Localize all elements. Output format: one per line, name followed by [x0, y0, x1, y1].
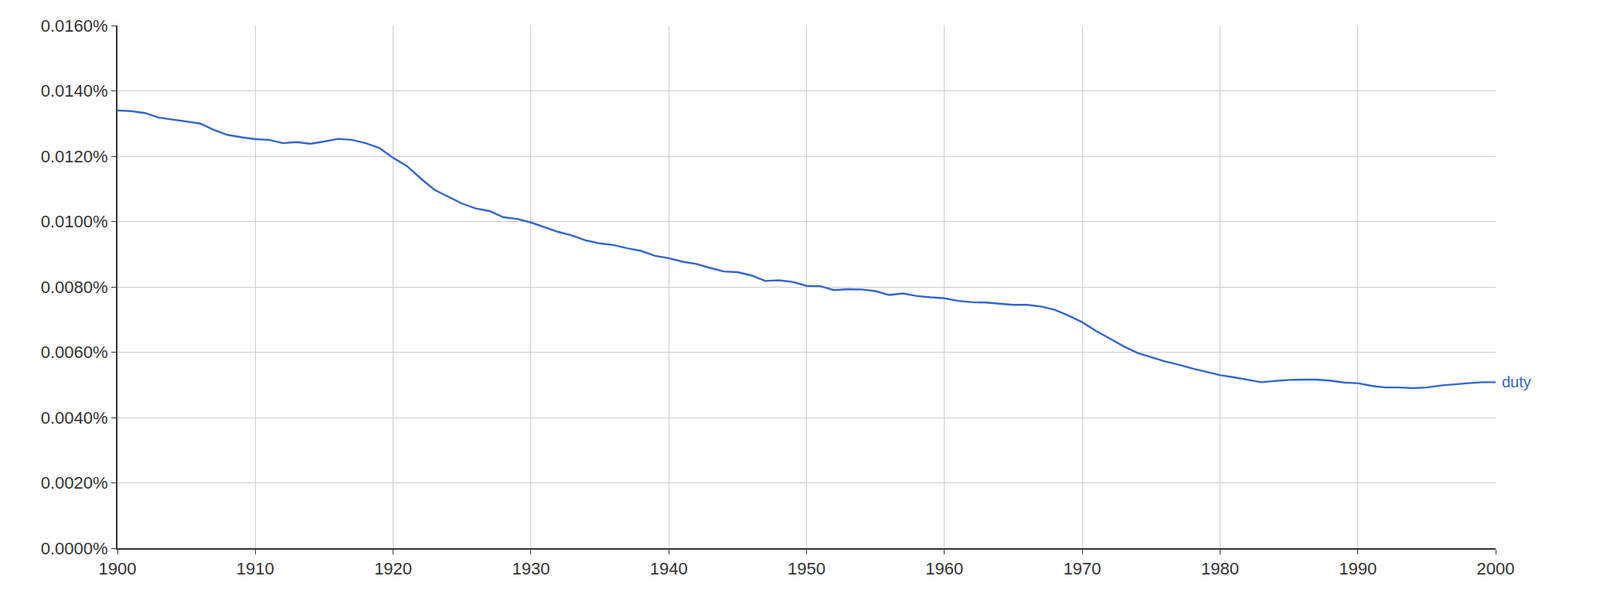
- svg-text:0.0020%: 0.0020%: [40, 473, 109, 493]
- svg-text:1950: 1950: [787, 558, 826, 579]
- svg-text:1920: 1920: [374, 558, 412, 579]
- svg-text:1910: 1910: [236, 558, 275, 579]
- svg-text:duty: duty: [1501, 373, 1532, 391]
- svg-text:0.0000%: 0.0000%: [40, 538, 109, 559]
- svg-text:0.0160%: 0.0160%: [40, 16, 109, 36]
- svg-text:1990: 1990: [1338, 558, 1377, 579]
- svg-text:1940: 1940: [650, 558, 688, 579]
- svg-text:0.0080%: 0.0080%: [40, 277, 109, 297]
- svg-text:1980: 1980: [1201, 558, 1240, 579]
- svg-text:0.0060%: 0.0060%: [40, 342, 109, 362]
- svg-text:0.0100%: 0.0100%: [40, 211, 109, 232]
- svg-text:0.0040%: 0.0040%: [40, 408, 109, 428]
- svg-text:0.0140%: 0.0140%: [40, 81, 109, 101]
- svg-text:1960: 1960: [925, 558, 964, 579]
- svg-text:2000: 2000: [1477, 558, 1515, 579]
- svg-text:0.0120%: 0.0120%: [40, 146, 109, 167]
- svg-text:1930: 1930: [511, 558, 550, 579]
- svg-text:1970: 1970: [1063, 558, 1102, 579]
- svg-text:1900: 1900: [98, 558, 137, 579]
